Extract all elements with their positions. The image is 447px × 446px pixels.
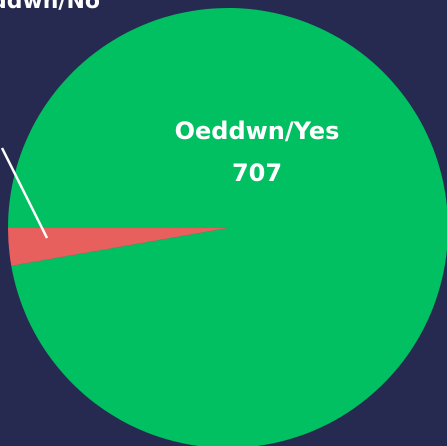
- pie-slice: [8, 228, 228, 266]
- slice-value: 707: [232, 159, 282, 187]
- slice-label: Oeddwn/Yes: [175, 117, 340, 145]
- slice-label: Oeddwn/No: [0, 0, 100, 14]
- leader-line: [0, 147, 49, 239]
- pie-slice: [8, 7, 447, 446]
